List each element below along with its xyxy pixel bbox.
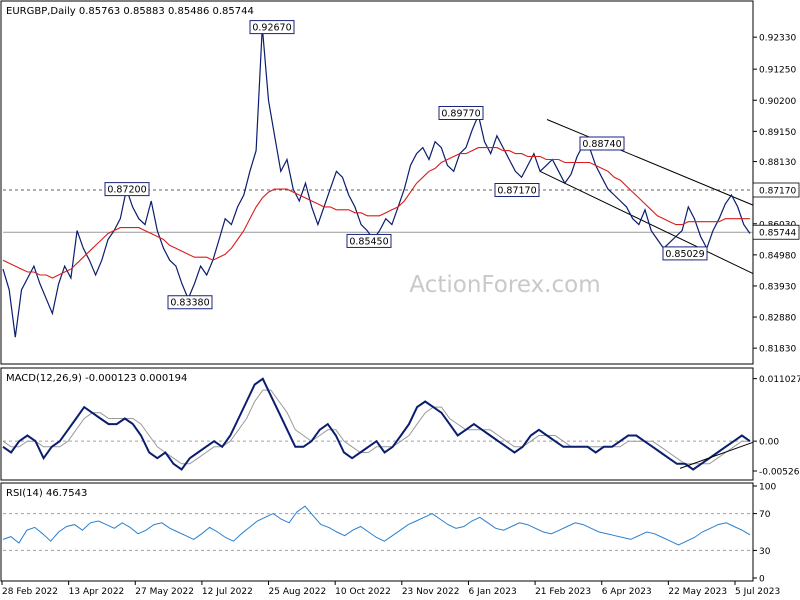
rsi-panel: RSI(14) 46.7543 100 70 30 0 — [0, 482, 776, 585]
annotation-box — [167, 295, 213, 310]
rsi-series-group — [2, 505, 751, 546]
price-y-ticks: 0.92330 0.91250 0.90200 0.89150 0.88130 0.871… — [752, 34, 800, 355]
annotation-label: 0.83380 — [170, 298, 209, 309]
rsi-horizontal-lines — [3, 513, 753, 551]
x-tick-label: 13 Apr 2022 — [69, 587, 125, 597]
macd-y-ticks: 0.011027 0.00 -0.005267 — [753, 375, 800, 478]
x-tick-label: 6 Apr 2023 — [602, 587, 652, 597]
x-tick-label: 12 Jul 2022 — [202, 587, 253, 597]
annotation-box — [662, 246, 708, 261]
annotation-box — [579, 136, 625, 151]
price-tick-label: 0.89150 — [759, 128, 796, 138]
macd-tick-label: 0.00 — [759, 438, 779, 448]
x-tick-label: 22 May 2023 — [668, 587, 727, 597]
price-tick-label: 0.82880 — [759, 314, 796, 324]
price-panel: EURGBP,Daily 0.85763 0.85883 0.85486 0.8… — [0, 0, 800, 365]
rsi-panel-border — [0, 482, 754, 582]
annotation-label: 0.87200 — [107, 185, 146, 196]
macd-series-group — [2, 377, 754, 471]
annotation-label: 0.87170 — [497, 185, 536, 196]
price-channel — [539, 119, 754, 274]
price-panel-title: EURGBP,Daily 0.85763 0.85883 0.85486 0.8… — [6, 6, 254, 17]
rsi-tick-label: 30 — [759, 547, 771, 557]
rsi-y-ticks: 100 70 30 0 — [753, 483, 776, 585]
rsi-tick-label: 70 — [759, 510, 771, 520]
annotation-label: 0.85450 — [349, 236, 388, 247]
channel-lower-line — [539, 170, 754, 274]
macd-panel-title: MACD(12,26,9) -0.000123 0.000194 — [6, 373, 187, 384]
annotation-box — [494, 182, 540, 197]
price-tick-label: 0.87170 — [759, 186, 796, 196]
level-price-box — [752, 182, 800, 198]
price-annotations: 0.92670 0.87200 0.83380 0.85450 0.89770 0.871… — [104, 20, 708, 310]
price-tick-label: 0.90200 — [759, 97, 796, 107]
macd-tick-label: 0.011027 — [759, 375, 800, 385]
annotation-label: 0.92670 — [252, 23, 291, 34]
annotation-label: 0.85029 — [665, 249, 704, 260]
macd-trend-line — [679, 441, 754, 469]
x-axis-ticks: 28 Feb 2022 13 Apr 2022 27 May 2022 12 Jul … — [1, 581, 780, 597]
macd-panel-border — [0, 367, 754, 481]
macd-tick-label: -0.005267 — [759, 468, 800, 478]
x-tick-label: 25 Aug 2022 — [269, 587, 327, 597]
rsi-tick-label: 0 — [759, 575, 765, 585]
rsi-panel-title: RSI(14) 46.7543 — [6, 488, 87, 499]
x-tick-label: 6 Jan 2023 — [468, 587, 516, 597]
price-tick-label: 0.91250 — [759, 66, 796, 76]
annotation-label: 0.88740 — [582, 139, 621, 150]
rsi-line — [2, 505, 751, 546]
annotation-box — [104, 182, 150, 197]
x-tick-label: 28 Feb 2022 — [2, 587, 58, 597]
watermark: ActionForex.com — [409, 272, 600, 298]
moving-average-line — [2, 147, 750, 279]
annotation-box — [249, 20, 295, 35]
price-tick-label: 0.88130 — [759, 158, 796, 168]
macd-panel: MACD(12,26,9) -0.000123 0.000194 0.01102… — [0, 367, 800, 481]
price-tick-label: 0.83930 — [759, 282, 796, 292]
x-tick-label: 27 May 2022 — [135, 587, 194, 597]
x-tick-label: 10 Oct 2022 — [335, 587, 391, 597]
price-tick-label: 0.84980 — [759, 251, 796, 261]
x-tick-label: 5 Jul 2023 — [735, 587, 780, 597]
price-tick-label: 0.81830 — [759, 345, 796, 355]
macd-signal-line — [2, 389, 750, 465]
annotation-box — [438, 105, 484, 120]
x-tick-label: 23 Nov 2022 — [402, 587, 460, 597]
x-tick-label: 21 Feb 2023 — [535, 587, 591, 597]
annotation-box — [346, 233, 392, 248]
macd-line — [2, 377, 751, 471]
annotation-label: 0.89770 — [441, 108, 480, 119]
channel-upper-line — [546, 119, 754, 206]
rsi-tick-label: 100 — [759, 483, 776, 493]
price-panel-border — [0, 0, 754, 365]
price-tick-label: 0.85744 — [759, 229, 796, 239]
current-price-box — [752, 224, 800, 240]
price-tick-label: 0.92330 — [759, 34, 796, 44]
